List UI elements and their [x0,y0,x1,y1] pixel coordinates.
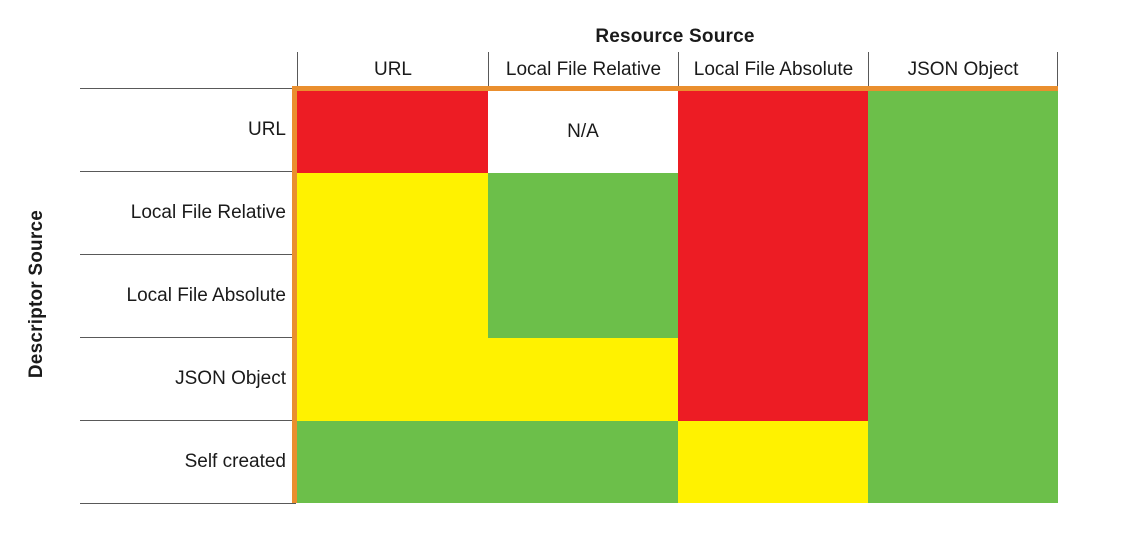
column-header-local-file-relative: Local File Relative [488,52,678,88]
row-label-local-file-relative: Local File Relative [80,171,296,254]
cell-self-created--url-green [297,420,488,503]
cell-local-file-relative--url-yellow [297,173,488,256]
cell-self-created--json-object-green [868,420,1058,503]
chart-title: Resource Source [595,26,755,47]
na-cell-label: N/A [567,121,599,143]
cell-local-file-absolute--url-yellow [297,255,488,339]
cell-url--local-file-absolute-red [678,91,868,174]
column-header-local-file-absolute: Local File Absolute [678,52,868,88]
row-label-local-file-absolute: Local File Absolute [80,254,296,337]
cell-local-file-relative--json-object-green [868,173,1058,256]
cell-url--url-red [297,91,488,174]
cell-local-file-absolute--json-object-green [868,255,1058,339]
cell-json-object--url-yellow [297,338,488,421]
column-header-url: URL [297,52,488,88]
row-label-url: URL [80,88,296,171]
column-headers: URL Local File Relative Local File Absolut… [297,52,1058,88]
column-header-json-object: JSON Object [868,52,1058,88]
y-axis-title: Descriptor Source [26,210,47,379]
cell-local-file-relative--local-file-relative-green [488,173,678,256]
cell-local-file-absolute--local-file-relative-green [488,255,678,339]
cell-json-object--local-file-absolute-red [678,338,868,421]
cell-json-object--json-object-green [868,338,1058,421]
cell-local-file-absolute--local-file-absolute-red [678,255,868,339]
cell-url--json-object-green [868,91,1058,174]
cell-url--local-file-relative-n-a: N/A [488,91,678,174]
cell-json-object--local-file-relative-yellow [488,338,678,421]
cell-self-created--local-file-absolute-yellow [678,420,868,503]
row-labels: URL Local File Relative Local File Absolut… [80,88,296,504]
row-label-self-created: Self created [80,420,296,503]
cell-self-created--local-file-relative-green [488,420,678,503]
row-label-json-object: JSON Object [80,337,296,420]
matrix-grid: N/A [292,86,1058,503]
cell-local-file-relative--local-file-absolute-red [678,173,868,256]
y-axis-title-container: Descriptor Source [16,86,58,503]
